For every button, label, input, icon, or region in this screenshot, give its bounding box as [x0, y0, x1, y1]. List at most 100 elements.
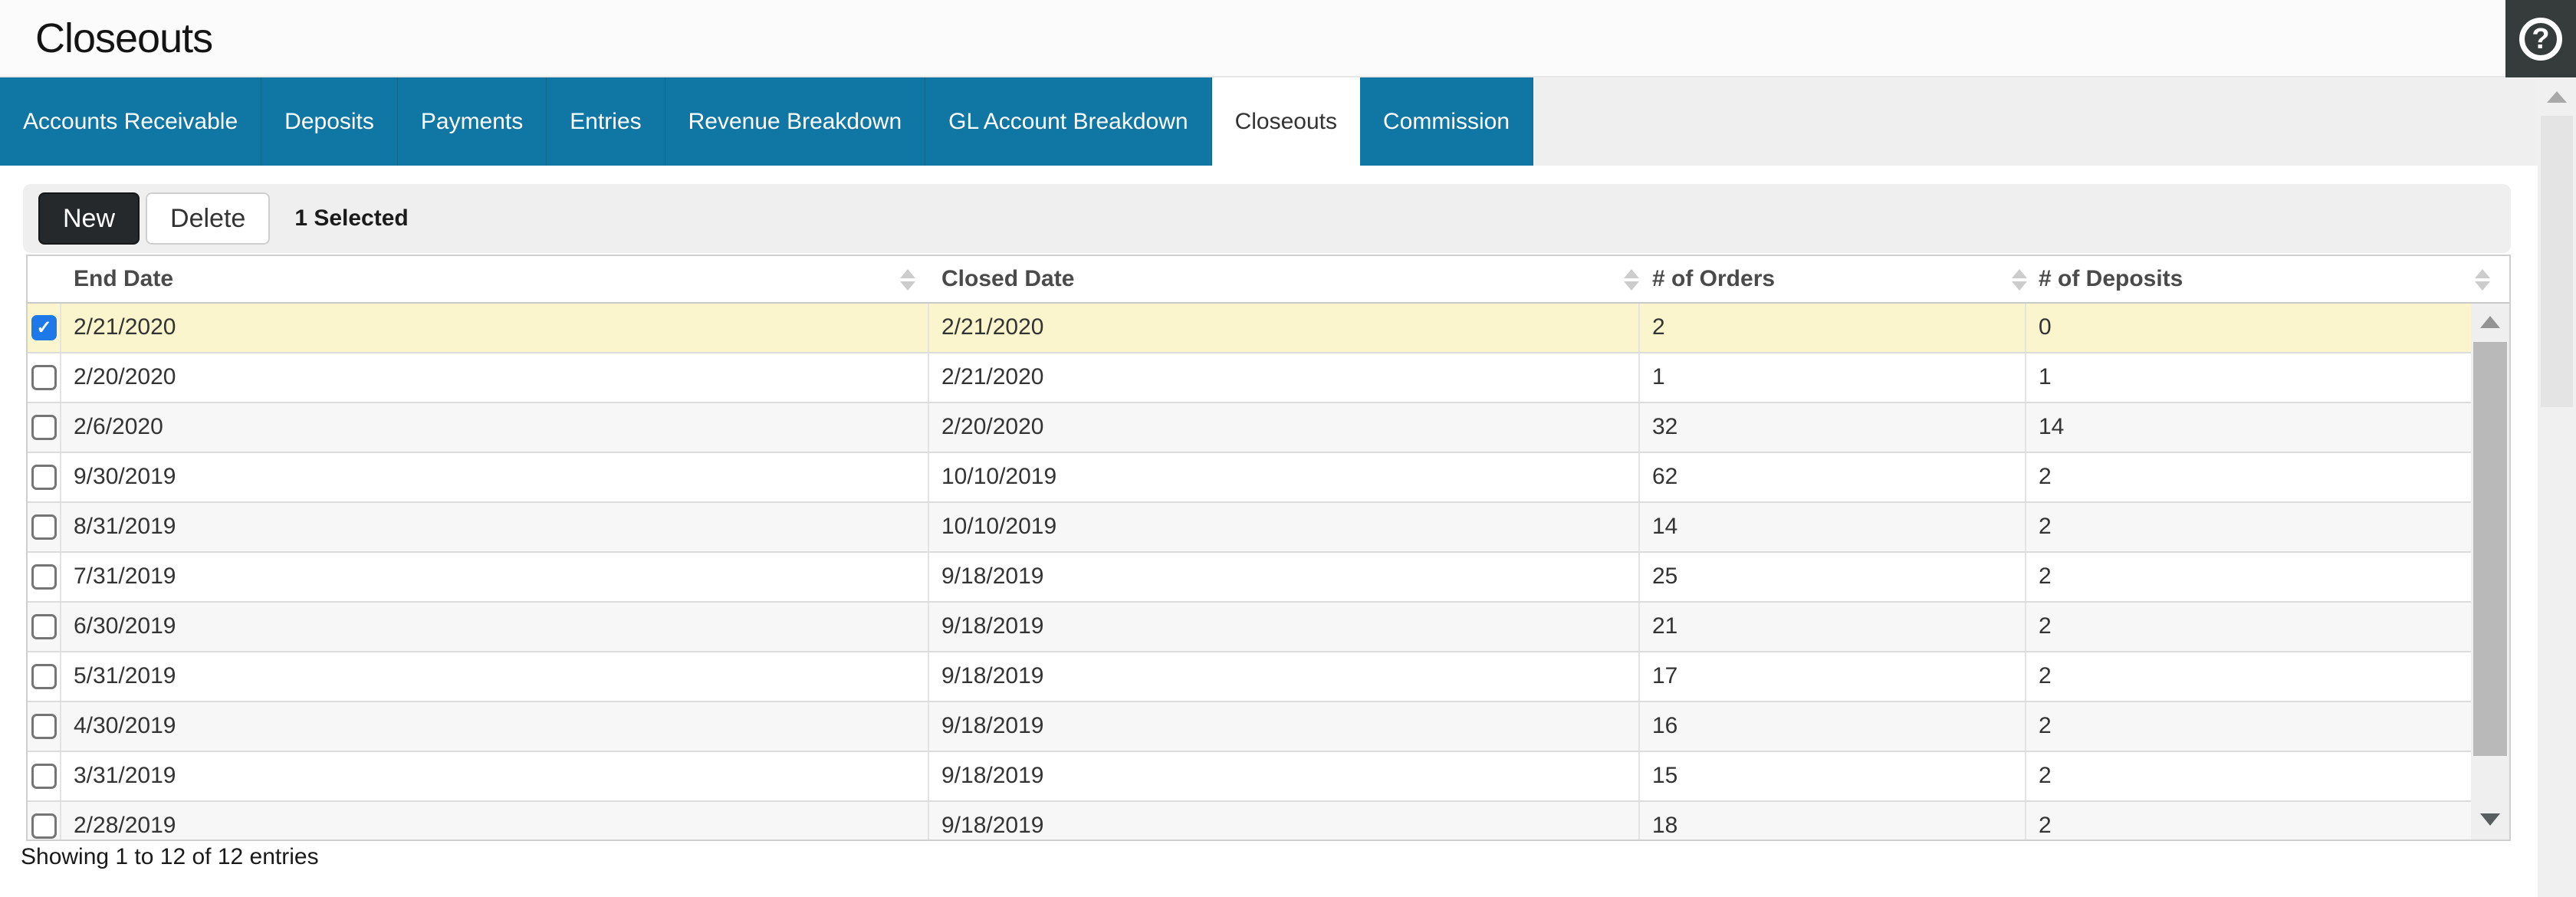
table-row[interactable]: 2/20/2020 2/21/2020 1 1 [28, 353, 2509, 403]
orders-cell: 2 [1638, 304, 2025, 352]
row-checkbox[interactable] [31, 365, 57, 390]
row-checkbox-cell [28, 353, 60, 402]
deposits-cell: 2 [2025, 702, 2471, 751]
scroll-down-icon[interactable] [2480, 813, 2500, 826]
page-scroll-up-icon[interactable] [2547, 91, 2567, 103]
row-checkbox[interactable] [31, 764, 57, 789]
page-scrollbar[interactable] [2538, 77, 2576, 897]
tab-gl-account-breakdown[interactable]: GL Account Breakdown [925, 77, 1212, 166]
row-checkbox-cell: ✓ [28, 304, 60, 352]
closed-date-cell: 2/21/2020 [928, 353, 1638, 402]
delete-button[interactable]: Delete [146, 192, 271, 245]
sort-icon[interactable] [2012, 269, 2029, 291]
tab-revenue-breakdown[interactable]: Revenue Breakdown [665, 77, 926, 166]
end-date-cell: 2/28/2019 [60, 802, 928, 840]
column-header-num-orders[interactable]: # of Orders [1652, 266, 1776, 291]
orders-cell: 25 [1638, 553, 2025, 601]
tab-closeouts[interactable]: Closeouts [1211, 77, 1360, 166]
row-checkbox-cell [28, 752, 60, 800]
tab-bar: Accounts Receivable Deposits Payments En… [0, 77, 2576, 166]
row-checkbox-cell [28, 652, 60, 701]
end-date-cell: 4/30/2019 [60, 702, 928, 751]
new-button[interactable]: New [38, 192, 140, 245]
sort-icon[interactable] [1624, 269, 1641, 291]
deposits-cell: 2 [2025, 553, 2471, 601]
row-checkbox-checked[interactable]: ✓ [31, 315, 57, 340]
closed-date-cell: 9/18/2019 [928, 752, 1638, 800]
orders-cell: 18 [1638, 802, 2025, 840]
closed-date-cell: 10/10/2019 [928, 453, 1638, 501]
table-scrollbar-thumb[interactable] [2473, 342, 2507, 756]
table-scrollbar[interactable] [2471, 304, 2509, 840]
title-bar: Closeouts [0, 0, 2576, 77]
table-row[interactable]: 2/6/2020 2/20/2020 32 14 [28, 403, 2509, 453]
orders-cell: 17 [1638, 652, 2025, 701]
row-checkbox[interactable] [31, 664, 57, 689]
deposits-cell: 2 [2025, 652, 2471, 701]
table-row[interactable]: 8/31/2019 10/10/2019 14 2 [28, 503, 2509, 553]
scroll-up-icon[interactable] [2480, 316, 2500, 328]
table-row[interactable]: ✓ 2/21/2020 2/21/2020 2 0 [28, 304, 2509, 353]
selection-count-status: 1 Selected [294, 205, 409, 231]
column-header-end-date[interactable]: End Date [74, 266, 174, 291]
table-row[interactable]: 3/31/2019 9/18/2019 15 2 [28, 752, 2509, 802]
row-checkbox-cell [28, 553, 60, 601]
sort-icon[interactable] [2475, 269, 2492, 291]
table-row[interactable]: 6/30/2019 9/18/2019 21 2 [28, 603, 2509, 652]
row-checkbox[interactable] [31, 813, 57, 839]
closed-date-cell: 10/10/2019 [928, 503, 1638, 551]
end-date-cell: 3/31/2019 [60, 752, 928, 800]
row-checkbox[interactable] [31, 465, 57, 490]
orders-cell: 14 [1638, 503, 2025, 551]
table-row[interactable]: 5/31/2019 9/18/2019 17 2 [28, 652, 2509, 702]
deposits-cell: 2 [2025, 453, 2471, 501]
tab-entries[interactable]: Entries [547, 77, 665, 166]
orders-cell: 62 [1638, 453, 2025, 501]
row-checkbox-cell [28, 702, 60, 751]
row-checkbox[interactable] [31, 415, 57, 440]
tab-payments[interactable]: Payments [397, 77, 547, 166]
closed-date-cell: 9/18/2019 [928, 702, 1638, 751]
row-checkbox[interactable] [31, 514, 57, 540]
column-header-num-deposits[interactable]: # of Deposits [2039, 266, 2183, 291]
deposits-cell: 2 [2025, 603, 2471, 651]
row-checkbox[interactable] [31, 714, 57, 739]
row-checkbox-cell [28, 802, 60, 840]
closed-date-cell: 2/21/2020 [928, 304, 1638, 352]
table-row[interactable]: 2/28/2019 9/18/2019 18 2 [28, 802, 2509, 840]
orders-cell: 15 [1638, 752, 2025, 800]
row-checkbox-cell [28, 603, 60, 651]
deposits-cell: 2 [2025, 752, 2471, 800]
help-button[interactable]: ? [2505, 0, 2576, 77]
table-row[interactable]: 9/30/2019 10/10/2019 62 2 [28, 453, 2509, 503]
deposits-cell: 1 [2025, 353, 2471, 402]
page-title: Closeouts [35, 15, 213, 61]
end-date-cell: 6/30/2019 [60, 603, 928, 651]
deposits-cell: 2 [2025, 503, 2471, 551]
sort-icon[interactable] [900, 269, 917, 291]
page-scrollbar-thumb[interactable] [2541, 116, 2573, 407]
column-header-closed-date[interactable]: Closed Date [941, 266, 1075, 291]
closeouts-table: End Date Closed Date # of Orders # of De… [26, 255, 2511, 841]
table-row[interactable]: 7/31/2019 9/18/2019 25 2 [28, 553, 2509, 603]
table-header: End Date Closed Date # of Orders # of De… [28, 256, 2509, 304]
closed-date-cell: 2/20/2020 [928, 403, 1638, 452]
row-checkbox-cell [28, 503, 60, 551]
deposits-cell: 14 [2025, 403, 2471, 452]
tab-deposits[interactable]: Deposits [261, 77, 398, 166]
deposits-cell: 0 [2025, 304, 2471, 352]
table-row[interactable]: 4/30/2019 9/18/2019 16 2 [28, 702, 2509, 752]
table-entries-status: Showing 1 to 12 of 12 entries [21, 844, 319, 869]
row-checkbox-cell [28, 453, 60, 501]
end-date-cell: 5/31/2019 [60, 652, 928, 701]
row-checkbox-cell [28, 403, 60, 452]
closed-date-cell: 9/18/2019 [928, 802, 1638, 840]
closed-date-cell: 9/18/2019 [928, 652, 1638, 701]
row-checkbox[interactable] [31, 564, 57, 590]
tab-accounts-receivable[interactable]: Accounts Receivable [0, 77, 262, 166]
table-body: ✓ 2/21/2020 2/21/2020 2 0 2/20/2020 2/21/2020 1… [28, 304, 2509, 840]
closed-date-cell: 9/18/2019 [928, 603, 1638, 651]
row-checkbox[interactable] [31, 614, 57, 639]
deposits-cell: 2 [2025, 802, 2471, 840]
tab-commission[interactable]: Commission [1359, 77, 1534, 166]
